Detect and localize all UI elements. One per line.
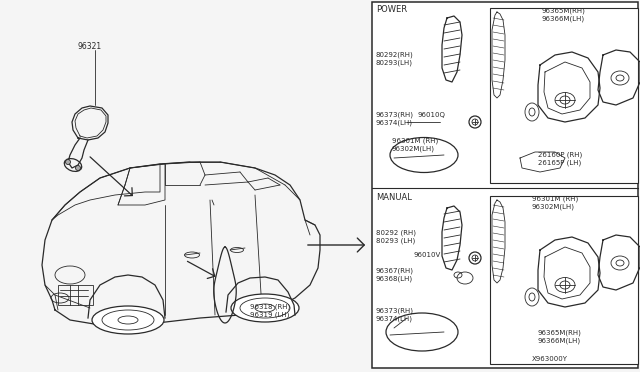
Text: X963000Y: X963000Y xyxy=(532,356,568,362)
Bar xyxy=(372,2,638,368)
Text: 96367(RH)
96368(LH): 96367(RH) 96368(LH) xyxy=(376,268,414,282)
Ellipse shape xyxy=(231,294,299,322)
Text: 96010V: 96010V xyxy=(414,252,441,258)
Bar xyxy=(490,196,638,364)
Text: 96373(RH)
96374(LH): 96373(RH) 96374(LH) xyxy=(376,112,414,126)
Text: 96365M(RH)
96366M(LH): 96365M(RH) 96366M(LH) xyxy=(538,330,582,344)
Ellipse shape xyxy=(390,138,458,173)
Text: POWER: POWER xyxy=(376,5,407,14)
Text: 26160P (RH)
26165P (LH): 26160P (RH) 26165P (LH) xyxy=(538,152,582,167)
Ellipse shape xyxy=(65,160,70,164)
Ellipse shape xyxy=(76,166,81,170)
Text: 96373(RH)
96374(LH): 96373(RH) 96374(LH) xyxy=(376,308,414,323)
Ellipse shape xyxy=(386,313,458,351)
Text: 96365M(RH)
96366M(LH): 96365M(RH) 96366M(LH) xyxy=(542,8,586,22)
Bar xyxy=(58,285,93,305)
Text: 96301M (RH)
96302M(LH): 96301M (RH) 96302M(LH) xyxy=(532,196,579,211)
Text: MANUAL: MANUAL xyxy=(376,193,412,202)
Bar xyxy=(490,8,638,183)
Text: 96321: 96321 xyxy=(78,42,102,51)
Ellipse shape xyxy=(92,306,164,334)
Text: 80292(RH)
80293(LH): 80292(RH) 80293(LH) xyxy=(376,52,413,67)
Text: 80292 (RH)
80293 (LH): 80292 (RH) 80293 (LH) xyxy=(376,230,416,244)
Text: 96010Q: 96010Q xyxy=(417,112,445,118)
Text: 96301M (RH)
96302M(LH): 96301M (RH) 96302M(LH) xyxy=(392,138,438,153)
Text: 96318 (RH)
96319 (LH): 96318 (RH) 96319 (LH) xyxy=(250,303,291,317)
